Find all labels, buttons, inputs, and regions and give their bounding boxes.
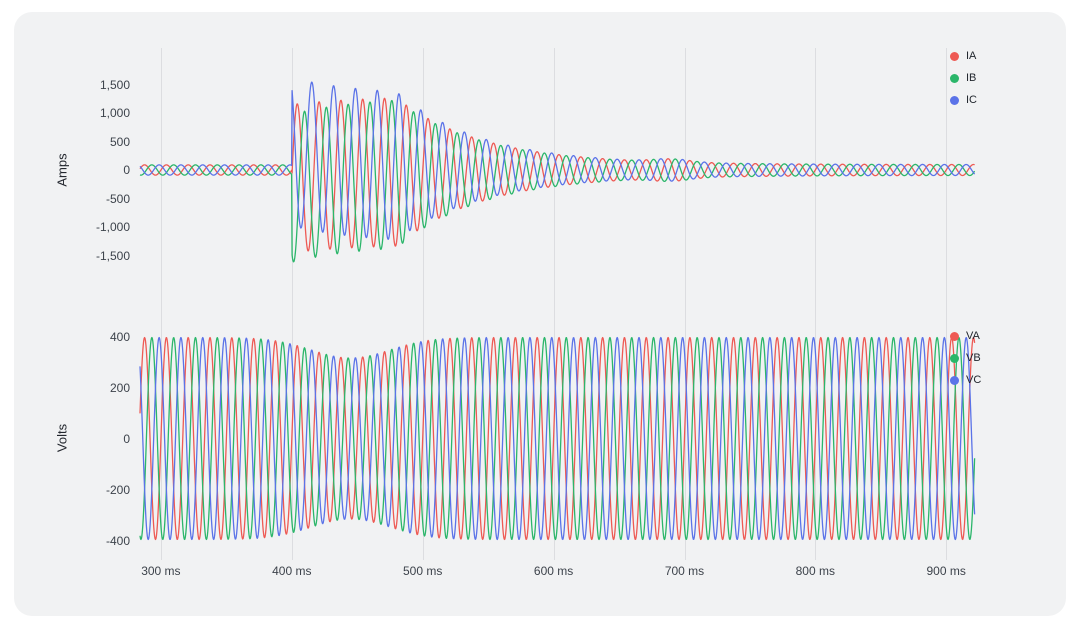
volts-axis-title: Volts [54, 423, 70, 453]
vertical-gridline [291, 48, 293, 560]
voltage-waveform-plot [139, 336, 976, 541]
legend-dot-va [950, 331, 959, 341]
legend-item-ic[interactable]: IC [950, 93, 977, 107]
vertical-gridline [553, 48, 555, 560]
y-tick-label: 1,000 [99, 106, 130, 120]
y-tick-label: -1,000 [95, 220, 130, 234]
amps-axis-title: Amps [54, 153, 70, 187]
x-tick-label: 300 ms [141, 564, 181, 578]
y-tick-label: 1,500 [99, 77, 130, 92]
y-tick-label: -200 [105, 482, 130, 497]
legend-item-vc[interactable]: VC [950, 373, 981, 387]
waveform-vc [139, 336, 976, 541]
waveform-ic [139, 81, 976, 240]
vertical-gridline [160, 48, 162, 560]
legend-label: IA [966, 50, 977, 62]
legend-label: IB [966, 72, 977, 84]
y-tick-label: 400 [109, 329, 130, 344]
legend-dot-ic [950, 95, 959, 105]
waveform-ia [139, 97, 975, 252]
legend-dot-ib [950, 73, 959, 83]
x-tick-label: 400 ms [272, 564, 312, 578]
vertical-gridline [684, 48, 686, 560]
legend-label: VA [966, 330, 980, 342]
current-legend: IA IB IC [950, 49, 977, 107]
y-tick-label: -500 [105, 191, 130, 206]
y-tick-label: -400 [105, 533, 130, 548]
waveform-ib [139, 99, 976, 263]
waveform-vb [139, 336, 976, 541]
x-tick-label: 800 ms [795, 564, 835, 578]
legend-dot-vb [950, 353, 959, 363]
y-tick-label: 500 [109, 134, 130, 149]
legend-dot-ia [950, 51, 959, 61]
vertical-gridline [946, 48, 948, 560]
y-tick-label: 0 [123, 163, 130, 177]
legend-item-ia[interactable]: IA [950, 49, 977, 63]
voltage-legend: VA VB VC [950, 329, 981, 387]
legend-label: VB [966, 352, 981, 364]
y-tick-label: -1,500 [95, 248, 130, 263]
legend-label: IC [966, 94, 977, 106]
x-tick-label: 600 ms [533, 564, 574, 578]
vertical-gridline [422, 48, 424, 560]
legend-item-vb[interactable]: VB [950, 351, 981, 365]
x-tick-label: 700 ms [664, 564, 705, 578]
current-waveform-plot [139, 81, 976, 263]
vertical-gridline [815, 48, 817, 560]
x-tick-label: 900 ms [926, 564, 966, 578]
legend-dot-vc [950, 375, 959, 385]
y-tick-label: 200 [109, 380, 130, 395]
legend-item-va[interactable]: VA [950, 329, 981, 343]
y-tick-label: 0 [123, 431, 130, 446]
x-tick-label: 500 ms [403, 564, 443, 578]
legend-item-ib[interactable]: IB [950, 71, 977, 85]
oscillography-card: Amps Volts 1,500 1,000 500 0 -500 -1,000 -1,50… [14, 12, 1066, 616]
legend-label: VC [966, 374, 982, 386]
